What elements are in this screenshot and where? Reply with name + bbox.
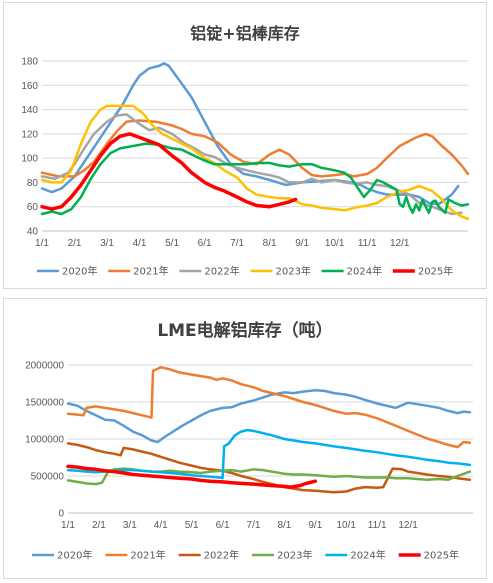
legend-label: 2025年: [424, 549, 459, 562]
x-tick-label: 9/1: [295, 238, 309, 249]
x-tick-label: 3/1: [100, 238, 114, 249]
series-line-2021年: [40, 119, 470, 178]
y-tick-label: 180: [21, 57, 38, 68]
series-line-2024年: [66, 428, 472, 480]
series-line-2023年: [66, 467, 472, 486]
series-line-2020年: [66, 388, 472, 444]
y-tick-label: 2000000: [25, 361, 64, 372]
x-tick-label: 6/1: [216, 520, 230, 531]
series-line-2023年: [40, 104, 470, 221]
x-tick-label: 4/1: [154, 520, 168, 531]
y-tick-label: 160: [21, 81, 38, 92]
x-tick-label: 10/1: [325, 238, 345, 249]
legend-label: 2023年: [277, 549, 312, 562]
y-tick-label: 1000000: [25, 435, 64, 446]
y-tick-label: 120: [21, 129, 38, 140]
legend-label: 2020年: [57, 549, 92, 562]
x-tick-label: 6/1: [198, 238, 212, 249]
legend-label: 2022年: [204, 549, 239, 562]
y-tick-label: 1500000: [25, 398, 64, 409]
legend-label: 2024年: [350, 549, 385, 562]
x-tick-label: 7/1: [247, 520, 261, 531]
legend-label: 2021年: [133, 265, 168, 278]
y-tick-label: 60: [27, 202, 39, 213]
x-tick-label: 12/1: [398, 520, 418, 531]
y-tick-label: 0: [58, 509, 64, 520]
y-tick-label: 40: [27, 227, 39, 238]
x-tick-label: 11/1: [358, 238, 377, 249]
chart-title: 铝锭+铝棒库存: [190, 24, 299, 43]
legend-label: 2024年: [347, 265, 382, 278]
x-tick-label: 1/1: [35, 238, 49, 249]
x-tick-label: 1/1: [61, 520, 75, 531]
series-line-2020年: [40, 62, 460, 206]
x-tick-label: 10/1: [337, 520, 357, 531]
series-line-2024年: [40, 142, 470, 216]
x-tick-label: 4/1: [133, 238, 147, 249]
x-tick-label: 2/1: [92, 520, 106, 531]
series-line-2021年: [66, 365, 472, 449]
x-tick-label: 9/1: [308, 520, 322, 531]
legend-label: 2022年: [204, 265, 239, 278]
y-tick-label: 140: [21, 105, 38, 116]
legend-label: 2021年: [130, 549, 165, 562]
x-tick-label: 11/1: [368, 520, 387, 531]
series-line-2025年: [40, 132, 298, 211]
aluminum-ingot-rod-inventory-chart: 铝锭+铝棒库存 40 60 80 100 120 140 160 180 1/1 2/1 3/1 4/1…: [3, 2, 487, 289]
legend-label: 2023年: [276, 265, 311, 278]
chart-canvas: LME电解铝库存（吨） 0 500000 1000000 1500000 2000000 1…: [25, 320, 473, 562]
x-tick-label: 5/1: [165, 238, 179, 249]
series-line-2022年: [66, 442, 472, 494]
x-tick-label: 7/1: [230, 238, 244, 249]
y-tick-label: 100: [21, 154, 38, 165]
legend-label: 2020年: [62, 265, 97, 278]
chart-title: LME电解铝库存（吨）: [157, 320, 332, 341]
x-tick-label: 2/1: [68, 238, 82, 249]
series-line-2025年: [66, 464, 318, 489]
chart-canvas: 铝锭+铝棒库存 40 60 80 100 120 140 160 180 1/1 2/1 3/1 4/1…: [21, 24, 470, 278]
legend-label: 2025年: [418, 265, 453, 278]
x-tick-label: 12/1: [390, 238, 410, 249]
x-tick-label: 8/1: [263, 238, 277, 249]
x-tick-label: 5/1: [185, 520, 199, 531]
x-tick-label: 3/1: [123, 520, 137, 531]
x-tick-label: 8/1: [277, 520, 291, 531]
lme-aluminum-inventory-chart: LME电解铝库存（吨） 0 500000 1000000 1500000 2000000 1…: [3, 298, 487, 579]
y-tick-label: 500000: [31, 472, 65, 483]
y-tick-label: 80: [27, 178, 39, 189]
